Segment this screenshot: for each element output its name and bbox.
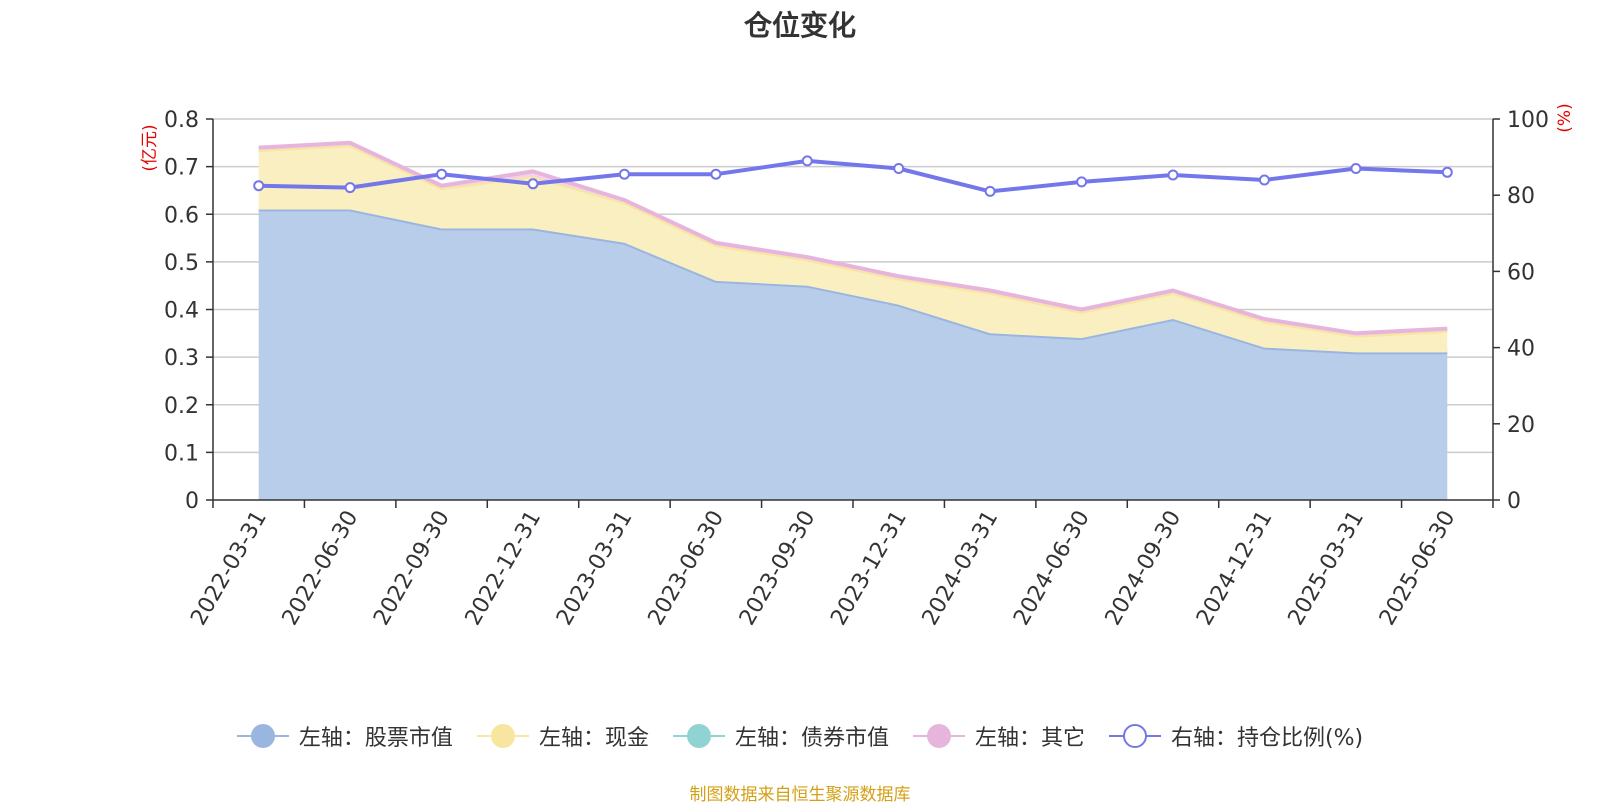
legend-symbol-icon [1108,721,1161,751]
line-右轴：持仓比例(%) [258,158,1448,194]
line-point [1167,169,1179,181]
line-point [527,178,539,190]
right-y-tick-label: 100 [1507,108,1549,133]
line-point [618,168,630,180]
x-tick-label: 2025-06-30 [1375,507,1461,630]
left-y-tick-label: 0.5 [164,251,199,276]
legend-item[interactable]: 左轴：股票市值 [236,720,453,752]
x-tick-label: 2024-06-30 [1009,507,1095,630]
left-y-tick-label: 0.2 [164,394,199,419]
line-point [1076,176,1088,188]
line-point [984,185,996,197]
chart-legend: 左轴：股票市值 左轴：现金 左轴：债券市值 左轴：其它 右轴：持仓比例(%) [0,718,1600,754]
right-y-tick-label: 60 [1507,260,1535,285]
line-point [344,182,356,194]
legend-label: 左轴：其它 [974,726,1085,751]
x-tick-label: 2023-03-31 [552,507,638,630]
left-y-tick-label: 0.3 [164,346,199,371]
x-tick-label: 2022-12-31 [461,507,547,630]
left-y-tick-label: 0.8 [164,108,199,133]
x-tick-label: 2023-06-30 [644,507,730,630]
right-y-tick-label: 80 [1507,184,1535,209]
area-line-左轴：其它 [258,140,1448,336]
chart-title: 仓位变化 [743,9,856,42]
x-tick-label: 2024-03-31 [918,507,1004,630]
right-y-tick-label: 0 [1507,489,1521,514]
line-point [893,163,905,174]
left-y-tick-label: 0.4 [164,299,199,324]
x-tick-label: 2025-03-31 [1284,507,1370,630]
left-y-tick-label: 0.7 [164,156,199,181]
left-y-tick-label: 0.6 [164,203,199,228]
chart-canvas: 0 0.1 0.2 0.3 0.4 0.5 0.6 0.7 0.8 0 20 40 60 80 100 (亿元… [140,103,1575,630]
legend-label: 左轴：债券市值 [734,726,889,751]
line-point [710,168,722,180]
x-tick-label: 2022-03-31 [186,507,272,630]
right-axis-unit: (%) [1555,103,1575,132]
legend-symbol-icon [236,721,289,751]
legend-symbol-icon [476,721,529,751]
area-左轴：现金 [258,145,1448,353]
line-point [253,180,265,192]
right-y-tick-label: 20 [1507,413,1535,438]
line-point [1350,163,1362,174]
line-point [801,155,813,167]
legend-label: 左轴：股票市值 [298,726,453,751]
x-tick-label: 2022-09-30 [369,507,455,630]
left-y-tick-label: 0.1 [164,441,199,466]
x-tick-label: 2023-12-31 [826,507,912,630]
legend-symbol-icon [912,721,965,751]
line-point [1441,166,1453,178]
legend-item[interactable]: 左轴：现金 [476,720,649,752]
legend-label: 右轴：持仓比例(%) [1170,726,1364,751]
area-左轴：股票市值 [258,209,1448,500]
x-tick-label: 2024-09-30 [1101,507,1187,630]
right-y-tick-label: 40 [1507,337,1535,362]
x-tick-label: 2022-06-30 [278,507,364,630]
legend-symbol-icon [672,721,725,751]
x-tick-label: 2023-09-30 [735,507,821,630]
legend-item[interactable]: 左轴：其它 [912,720,1085,752]
source-footer: 制图数据来自恒生聚源数据库 [689,785,911,805]
x-tick-label: 2024-12-31 [1192,507,1278,630]
left-axis-unit: (亿元) [140,124,160,171]
left-y-tick-label: 0 [185,489,199,514]
legend-item[interactable]: 左轴：债券市值 [672,720,889,752]
line-point [436,168,448,180]
line-point [1258,174,1270,186]
legend-item[interactable]: 右轴：持仓比例(%) [1108,720,1364,752]
legend-label: 左轴：现金 [538,726,649,751]
